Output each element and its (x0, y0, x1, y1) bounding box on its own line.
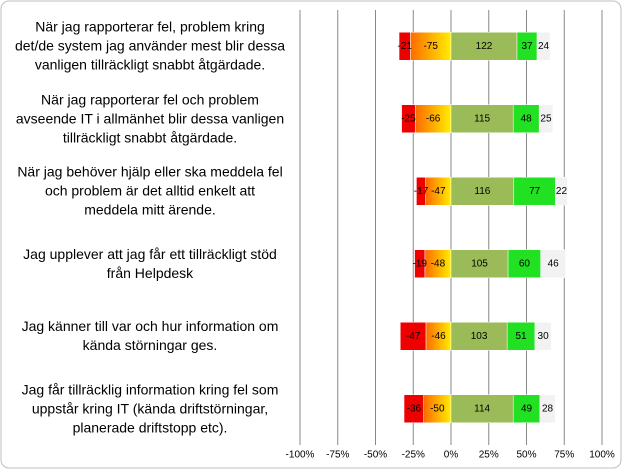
data-label: 24 (538, 41, 550, 52)
bar-segment (507, 249, 541, 278)
data-label: -50 (430, 403, 445, 414)
bar-segment (450, 322, 508, 351)
bar-segment (414, 249, 426, 278)
bar-segment (536, 32, 551, 61)
bar-segment (540, 249, 566, 278)
data-label: 46 (548, 258, 560, 269)
bar-segment (400, 322, 427, 351)
x-tick-label: 0% (444, 450, 459, 461)
data-label: 116 (474, 186, 490, 197)
x-tick-label: 100% (589, 450, 615, 461)
data-label: -75 (423, 41, 438, 52)
bar-segment (534, 322, 552, 351)
data-label: 22 (556, 186, 568, 197)
data-label: -21 (397, 41, 412, 52)
x-tick-label: -75% (326, 450, 349, 461)
bar-segment (450, 249, 509, 278)
bar-segment (398, 32, 411, 61)
data-label: 60 (519, 258, 531, 269)
data-label: 25 (540, 113, 552, 124)
bar-segment (416, 177, 426, 206)
data-label: -47 (406, 331, 421, 342)
bar-segment (450, 394, 514, 423)
category-label: Jag upplever att jag får ett tillräcklig… (23, 245, 277, 281)
data-label: 105 (471, 258, 488, 269)
data-label: 77 (529, 186, 541, 197)
data-label: 30 (538, 331, 550, 342)
bar-segment (401, 104, 416, 133)
data-label: 103 (471, 331, 488, 342)
bar-segment (403, 394, 424, 423)
bar-segment (555, 177, 568, 206)
x-tick-label: -100% (286, 450, 315, 461)
data-label: 28 (542, 403, 554, 414)
x-tick-label: 50% (516, 450, 536, 461)
bar-segment (539, 394, 556, 423)
bar-segment (423, 394, 452, 423)
bar-segment (512, 394, 541, 423)
bar-segment (450, 104, 514, 133)
data-label: -25 (401, 113, 416, 124)
bar-segment (450, 32, 518, 61)
data-label: 48 (521, 113, 533, 124)
x-tick-label: 25% (479, 450, 499, 461)
bar-segment (424, 249, 452, 278)
bar-segment (506, 322, 536, 351)
bar-segment (512, 104, 540, 133)
bar-segment (425, 177, 452, 206)
data-label: -66 (426, 113, 441, 124)
bar-segment (513, 177, 556, 206)
category-label: Jag känner till var och hur information … (21, 318, 279, 354)
bar-segment (538, 104, 554, 133)
data-label: -17 (414, 186, 429, 197)
x-tick-label: -50% (364, 450, 387, 461)
data-label: -19 (413, 258, 428, 269)
data-label: 51 (516, 331, 528, 342)
data-label: -47 (431, 186, 446, 197)
data-label: -48 (431, 258, 446, 269)
category-label: När jag rapporterar fel och problem avse… (15, 91, 285, 146)
data-label: 122 (476, 41, 493, 52)
data-label: 115 (474, 113, 490, 124)
x-tick-label: -25% (402, 450, 425, 461)
category-label: Jag får tillräcklig information kring fe… (21, 381, 279, 436)
data-label: -36 (407, 403, 422, 414)
category-label: När jag rapporterar fel, problem kring d… (14, 18, 286, 73)
data-label: -46 (431, 331, 446, 342)
data-label: 114 (474, 403, 490, 414)
category-label: När jag behöver hjälp eller ska meddela … (17, 163, 283, 218)
data-label: 37 (521, 41, 533, 52)
bar-segment (450, 177, 515, 206)
x-tick-label: 75% (554, 450, 574, 461)
data-label: 49 (521, 403, 533, 414)
